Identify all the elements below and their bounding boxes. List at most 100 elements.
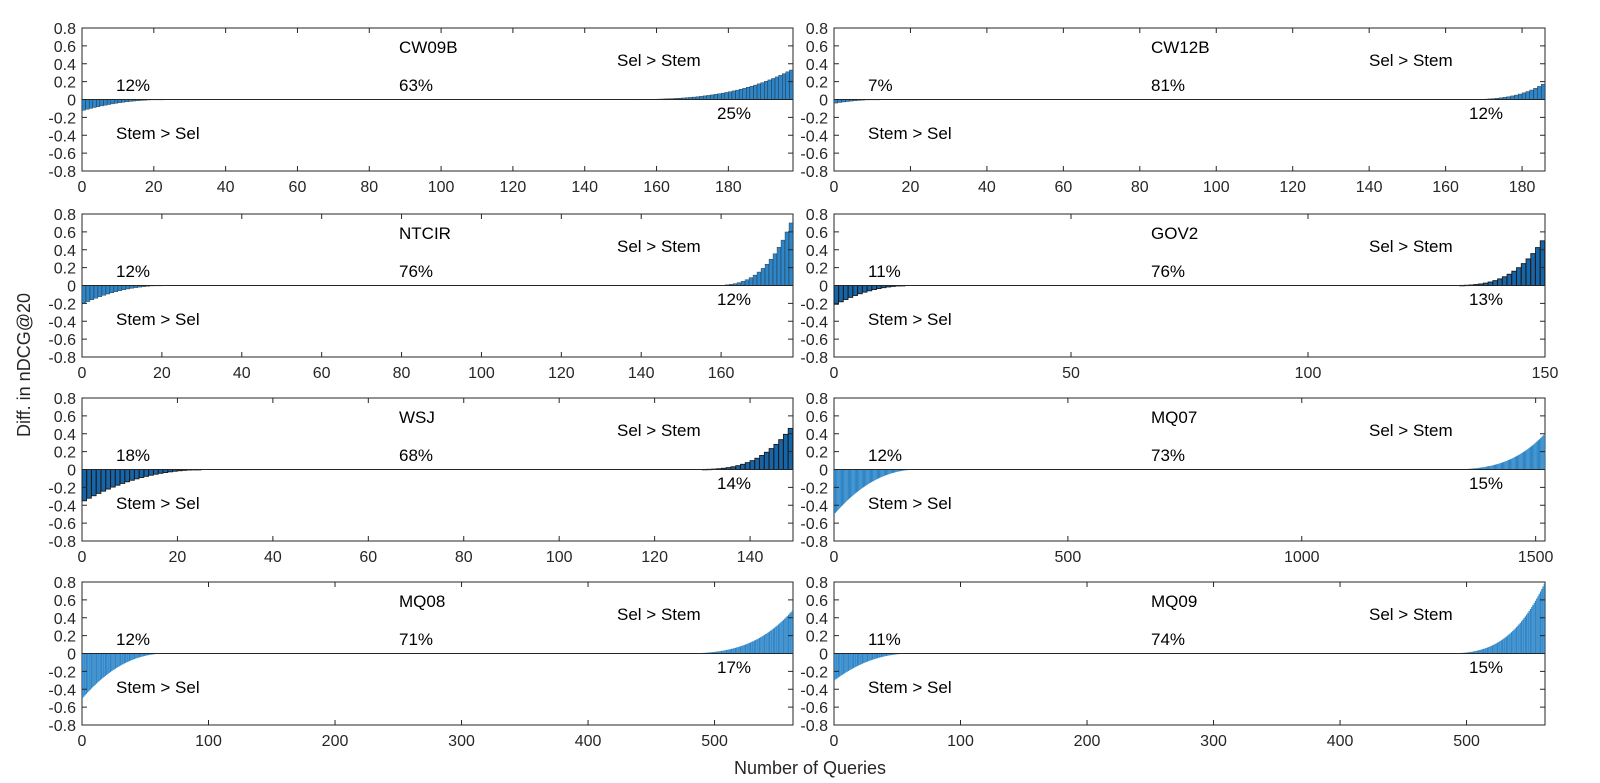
bar (884, 469, 886, 476)
x-tick-label: 40 (978, 179, 996, 196)
bar (853, 469, 855, 495)
x-tick-label: 20 (153, 365, 171, 382)
tie-percent: 73% (1151, 446, 1185, 465)
bar (884, 469, 885, 476)
bar (859, 653, 861, 665)
bar (875, 653, 877, 659)
bar (1529, 447, 1531, 470)
bar (886, 469, 888, 475)
bar (843, 469, 845, 504)
y-tick-label: -0.4 (800, 314, 828, 331)
bar (746, 643, 748, 654)
bar (847, 469, 849, 500)
bar (1508, 459, 1510, 470)
x-tick-label: 140 (1356, 179, 1383, 196)
bar (125, 285, 131, 290)
bar (842, 653, 845, 675)
bar (1478, 467, 1479, 470)
bar (1505, 461, 1506, 470)
bar (860, 469, 861, 490)
bar (847, 469, 848, 501)
x-tick-label: 20 (902, 179, 920, 196)
bar (1475, 650, 1477, 654)
bar (787, 614, 790, 654)
panel-gov2: 0.80.60.40.20-0.2-0.4-0.6-0.80 50 100 150GO… (800, 207, 1558, 382)
bar (850, 469, 852, 498)
y-tick-label: -0.4 (800, 128, 828, 145)
bar (146, 653, 148, 656)
bar (1520, 263, 1527, 286)
bar (843, 469, 844, 505)
bar (771, 78, 776, 100)
pos-percent: 14% (717, 474, 751, 493)
bar (734, 647, 737, 654)
bar (763, 451, 770, 470)
bar (1487, 466, 1489, 470)
bar (148, 469, 154, 476)
bar (1510, 458, 1512, 470)
panel-title: WSJ (399, 408, 435, 427)
bar (97, 653, 99, 683)
bar (888, 653, 890, 656)
neg-percent: 12% (868, 446, 902, 465)
bar (1526, 614, 1528, 654)
neg-label: Stem > Sel (116, 310, 200, 329)
bar (1490, 465, 1492, 470)
bar (93, 653, 95, 687)
bar (1487, 281, 1494, 286)
bar (1490, 465, 1491, 470)
x-tick-label: 80 (360, 179, 378, 196)
bar (1473, 468, 1475, 470)
bar (720, 650, 723, 654)
bar (894, 653, 896, 655)
bar (117, 285, 123, 291)
bar (1542, 436, 1543, 470)
bar (840, 469, 842, 507)
y-tick-label: -0.6 (800, 332, 828, 349)
y-tick-label: 0.2 (54, 629, 76, 646)
x-tick-label: 0 (78, 365, 87, 382)
bar (147, 653, 150, 656)
bar (1496, 464, 1497, 470)
bar (142, 653, 144, 657)
bar (742, 88, 747, 100)
bar (780, 239, 786, 286)
pos-percent: 25% (717, 104, 751, 123)
bar (1472, 651, 1475, 654)
bar (1518, 454, 1519, 470)
neg-percent: 12% (116, 262, 150, 281)
pos-label: Sel > Stem (1369, 51, 1453, 70)
bar (1521, 453, 1523, 470)
bar (844, 469, 845, 504)
bar (138, 469, 145, 478)
y-tick-label: -0.6 (48, 146, 76, 163)
bar (1495, 464, 1497, 470)
bar (844, 653, 846, 674)
bar (123, 653, 125, 664)
bars (834, 583, 1545, 681)
bar (887, 653, 889, 656)
bar (1494, 644, 1496, 654)
x-tick-label: 80 (1131, 179, 1149, 196)
bar (1524, 616, 1526, 654)
bar (1527, 612, 1529, 654)
bar (1497, 278, 1503, 286)
bars (81, 69, 794, 111)
bar (900, 469, 902, 472)
bar (1491, 645, 1494, 654)
bar (868, 469, 870, 484)
bar (1513, 629, 1515, 654)
y-tick-label: -0.2 (800, 296, 828, 313)
bar (760, 637, 762, 654)
bar (835, 469, 837, 513)
bar (854, 469, 855, 495)
bar (846, 469, 847, 502)
y-tick-label: 0.8 (806, 21, 828, 38)
x-tick-label: 60 (289, 179, 307, 196)
pos-percent: 13% (1469, 290, 1503, 309)
bar (840, 653, 842, 676)
bar (903, 469, 904, 471)
bar (1541, 437, 1542, 470)
x-tick-label: 0 (830, 549, 839, 566)
bar (127, 653, 129, 662)
